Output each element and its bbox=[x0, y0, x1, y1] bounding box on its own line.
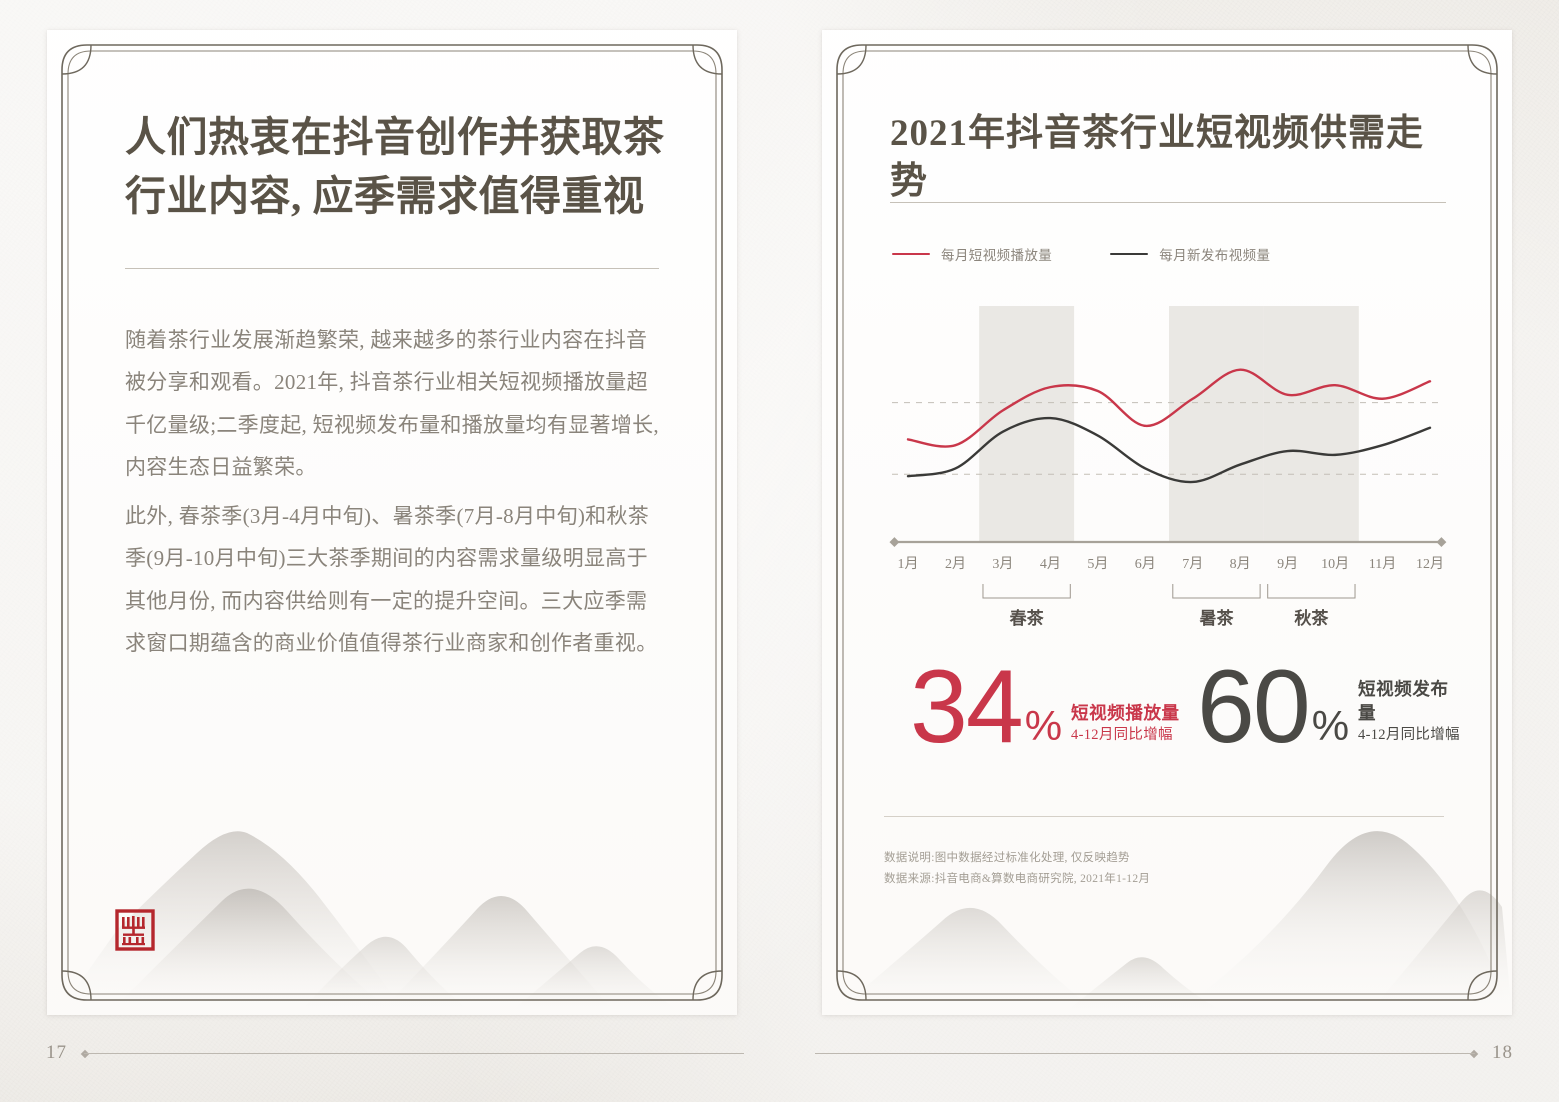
chart-footnotes: 数据说明:图中数据经过标准化处理, 仅反映趋势 数据来源:抖音电商&算数电商研究… bbox=[884, 848, 1424, 891]
right-page-content: 2021年抖音茶行业短视频供需走势 每月短视频播放量 每月新发布视频量 bbox=[822, 30, 1512, 1015]
footer-divider bbox=[884, 816, 1444, 817]
note-data-description: 数据说明:图中数据经过标准化处理, 仅反映趋势 bbox=[884, 852, 1130, 864]
svg-text:8月: 8月 bbox=[1230, 556, 1251, 572]
chart-x-axis bbox=[889, 537, 1447, 548]
legend-label-posts: 每月新发布视频量 bbox=[1159, 248, 1271, 263]
svg-text:10月: 10月 bbox=[1321, 556, 1349, 572]
svg-text:春茶: 春茶 bbox=[1010, 608, 1045, 628]
body-paragraph-1: 随着茶行业发展渐趋繁荣, 越来越多的茶行业内容在抖音被分享和观看。2021年, … bbox=[125, 328, 659, 480]
page-number-left: 17 bbox=[46, 1042, 67, 1063]
stat-short-video-plays: 34 % 短视频播放量 4-12月同比增幅 bbox=[910, 649, 1180, 765]
chart-season-brackets: 春茶 暑茶 秋茶 bbox=[982, 584, 1356, 628]
page-number-right: 18 bbox=[1492, 1042, 1513, 1063]
stat-short-video-posts: 60 % 短视频发布量 4-12月同比增幅 bbox=[1197, 649, 1462, 765]
stat-posts-value: 60 bbox=[1197, 649, 1311, 765]
stat-plays-value: 34 bbox=[910, 649, 1024, 765]
chart-legend: 每月短视频播放量 每月新发布视频量 bbox=[892, 244, 1270, 264]
stat-posts-subtitle: 4-12月同比增幅 bbox=[1358, 727, 1460, 744]
svg-text:6月: 6月 bbox=[1135, 556, 1156, 572]
legend-line-posts-icon bbox=[1110, 253, 1149, 255]
chart-x-tick-labels: 1月 2月 3月 4月 5月 6月 7月 8月 9月 10月 11月 12月 bbox=[898, 556, 1445, 572]
stat-posts-percent-sign: % bbox=[1311, 701, 1350, 749]
svg-text:4月: 4月 bbox=[1040, 556, 1061, 572]
left-page-content: 人们热衷在抖音创作并获取茶行业内容, 应季需求值得重视 随着茶行业发展渐趋繁荣,… bbox=[47, 30, 737, 1015]
highlight-stats: 34 % 短视频播放量 4-12月同比增幅 60 % 短视频发布量 4-12月同… bbox=[882, 649, 1462, 782]
stat-plays-caption: 短视频播放量 4-12月同比增幅 bbox=[1071, 702, 1180, 746]
svg-text:2月: 2月 bbox=[945, 556, 966, 572]
svg-text:3月: 3月 bbox=[992, 556, 1013, 572]
note-data-source: 数据来源:抖音电商&算数电商研究院, 2021年1-12月 bbox=[884, 873, 1151, 886]
svg-text:秋茶: 秋茶 bbox=[1294, 608, 1329, 628]
stat-plays-percent-sign: % bbox=[1024, 701, 1063, 749]
body-paragraph-2: 此外, 春茶季(3月-4月中旬)、暑茶季(7月-8月中旬)和秋茶季(9月-10月… bbox=[125, 504, 658, 656]
svg-text:12月: 12月 bbox=[1416, 556, 1444, 572]
svg-text:5月: 5月 bbox=[1087, 556, 1108, 572]
page-title: 人们热衷在抖音创作并获取茶行业内容, 应季需求值得重视 bbox=[125, 114, 665, 220]
svg-text:暑茶: 暑茶 bbox=[1199, 608, 1234, 628]
stat-posts-title: 短视频发布量 bbox=[1358, 678, 1449, 723]
supply-demand-line-chart: 1月 2月 3月 4月 5月 6月 7月 8月 9月 10月 11月 12月 春茶 暑茶 秋茶 bbox=[882, 292, 1454, 642]
svg-text:1月: 1月 bbox=[898, 556, 919, 572]
svg-text:11月: 11月 bbox=[1369, 556, 1396, 572]
legend-item-plays: 每月短视频播放量 bbox=[892, 244, 1052, 264]
folio-rule-left bbox=[84, 1053, 744, 1054]
folio-rule-right bbox=[815, 1053, 1475, 1054]
legend-line-plays-icon bbox=[892, 253, 930, 255]
legend-item-posts: 每月新发布视频量 bbox=[1110, 244, 1270, 264]
chart-gridlines bbox=[892, 402, 1444, 475]
svg-text:9月: 9月 bbox=[1277, 556, 1298, 572]
svg-text:7月: 7月 bbox=[1182, 556, 1203, 572]
chart-season-bands bbox=[979, 306, 1359, 542]
stat-posts-caption: 短视频发布量 4-12月同比增幅 bbox=[1358, 678, 1462, 746]
title-divider bbox=[890, 202, 1446, 203]
stat-plays-title: 短视频播放量 bbox=[1071, 702, 1180, 723]
stat-plays-subtitle: 4-12月同比增幅 bbox=[1071, 727, 1173, 744]
title-divider bbox=[125, 268, 659, 269]
red-seal-stamp-icon bbox=[115, 909, 155, 951]
chart-title: 2021年抖音茶行业短视频供需走势 bbox=[890, 113, 1424, 203]
left-page: 人们热衷在抖音创作并获取茶行业内容, 应季需求值得重视 随着茶行业发展渐趋繁荣,… bbox=[47, 30, 737, 1015]
right-page: 2021年抖音茶行业短视频供需走势 每月短视频播放量 每月新发布视频量 bbox=[822, 30, 1512, 1015]
legend-label-plays: 每月短视频播放量 bbox=[941, 248, 1053, 263]
